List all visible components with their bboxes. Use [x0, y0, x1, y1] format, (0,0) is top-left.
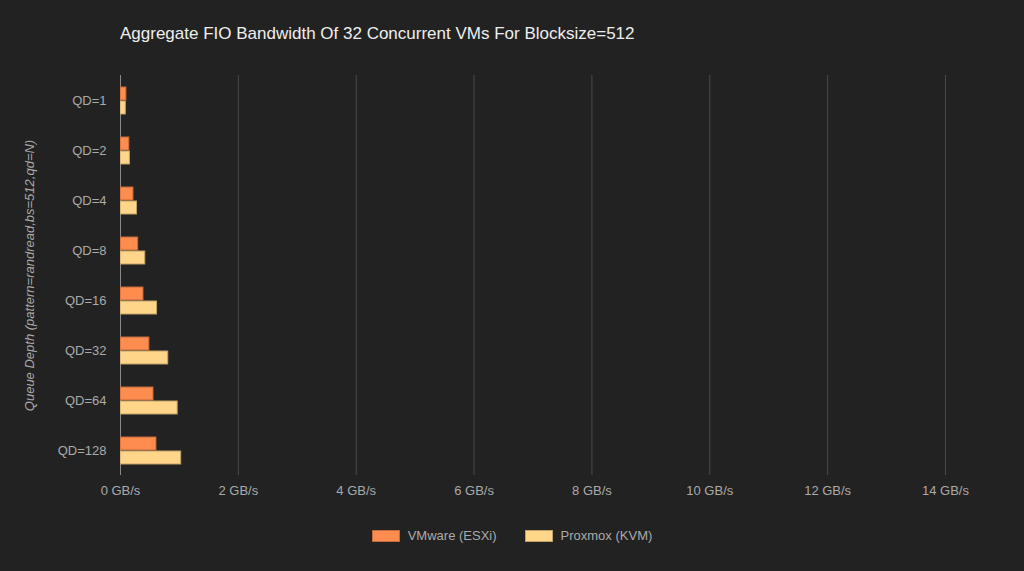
svg-text:4 GB/s: 4 GB/s	[336, 483, 376, 498]
html-text:Aggregate FIO Bandwidth Of 32: Aggregate FIO Bandwidth Of 32 Concurrent…	[120, 24, 635, 43]
svg-text:QD=2: QD=2	[72, 143, 106, 158]
svg-text:QD=8: QD=8	[72, 243, 106, 258]
svg-text:QD=128: QD=128	[58, 443, 107, 458]
svg-text:QD=4: QD=4	[72, 193, 106, 208]
svg-text:QD=16: QD=16	[65, 293, 107, 308]
svg-text:QD=1: QD=1	[72, 93, 106, 108]
svg-text:2 GB/s: 2 GB/s	[218, 483, 258, 498]
svg-text:QD=32: QD=32	[65, 343, 107, 358]
svg-text:0 GB/s: 0 GB/s	[101, 483, 141, 498]
svg-text:12 GB/s: 12 GB/s	[804, 483, 851, 498]
svg-text:Queue Depth (pattern=randread,: Queue Depth (pattern=randread,bs=512,qd=…	[22, 140, 37, 411]
html-text:VMware (ESXi): VMware (ESXi)	[407, 528, 497, 543]
svg-text:QD=64: QD=64	[65, 393, 107, 408]
svg-text:8 GB/s: 8 GB/s	[572, 483, 612, 498]
html-text:Proxmox (KVM): Proxmox (KVM)	[560, 528, 653, 543]
svg-text:10 GB/s: 10 GB/s	[686, 483, 733, 498]
svg-text:6 GB/s: 6 GB/s	[454, 483, 494, 498]
svg-text:14 GB/s: 14 GB/s	[922, 483, 969, 498]
